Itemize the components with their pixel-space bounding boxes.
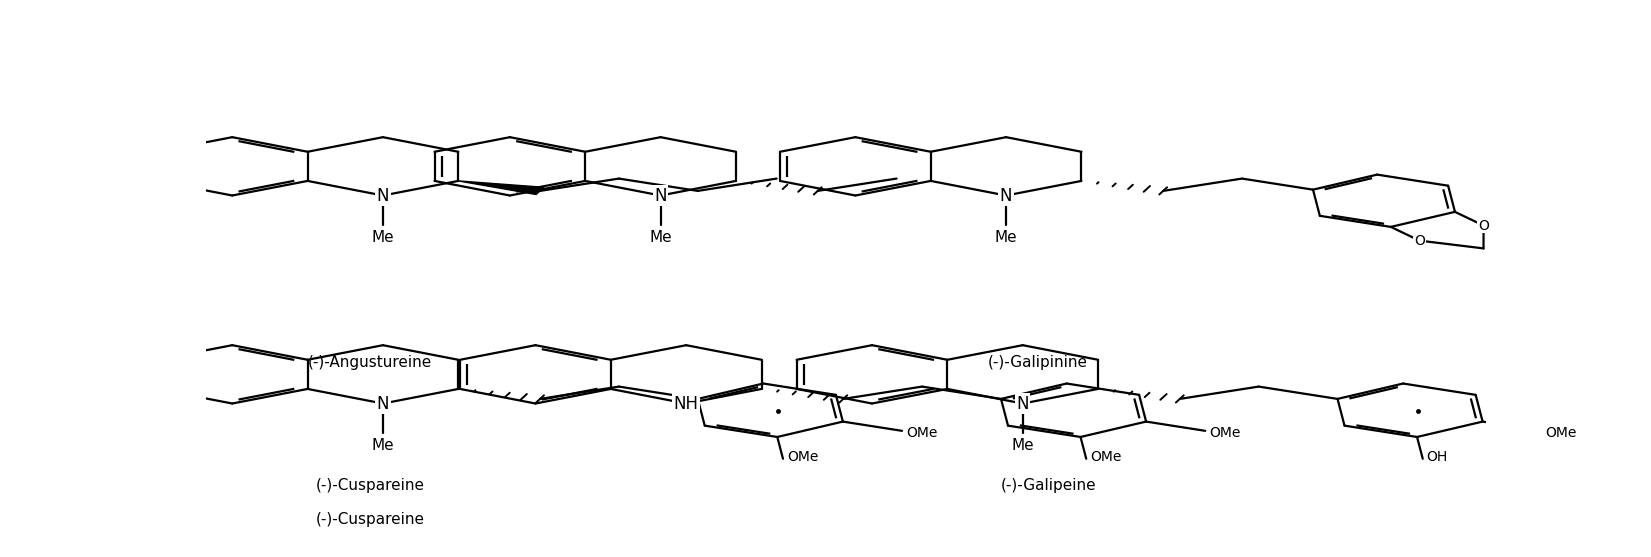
Text: (-)-Cuspareine: (-)-Cuspareine [315,477,424,492]
Text: OMe: OMe [788,450,819,464]
Text: O: O [1413,233,1425,248]
Polygon shape [459,181,543,194]
Text: OMe: OMe [906,426,938,439]
Text: OH: OH [1426,450,1448,464]
Text: OMe: OMe [1090,450,1121,464]
Text: Me: Me [996,230,1017,245]
Text: Me: Me [371,230,395,245]
Text: (-)-Angustureine: (-)-Angustureine [309,355,433,370]
Text: N: N [376,394,390,413]
Text: OMe: OMe [1209,426,1240,439]
Text: Me: Me [371,438,395,453]
Text: N: N [1017,394,1029,413]
Text: N: N [1001,187,1012,204]
Text: Me: Me [649,230,672,245]
Text: NH: NH [674,394,698,413]
Text: OMe: OMe [1545,426,1577,439]
Text: (-)-Galipeine: (-)-Galipeine [1001,477,1096,492]
Text: Me: Me [1012,438,1034,453]
Text: (-)-Galipinine: (-)-Galipinine [987,355,1088,370]
Text: O: O [1478,218,1489,233]
Text: N: N [376,187,390,204]
Text: (-)-Cuspareine: (-)-Cuspareine [315,512,424,527]
Text: N: N [654,187,667,204]
